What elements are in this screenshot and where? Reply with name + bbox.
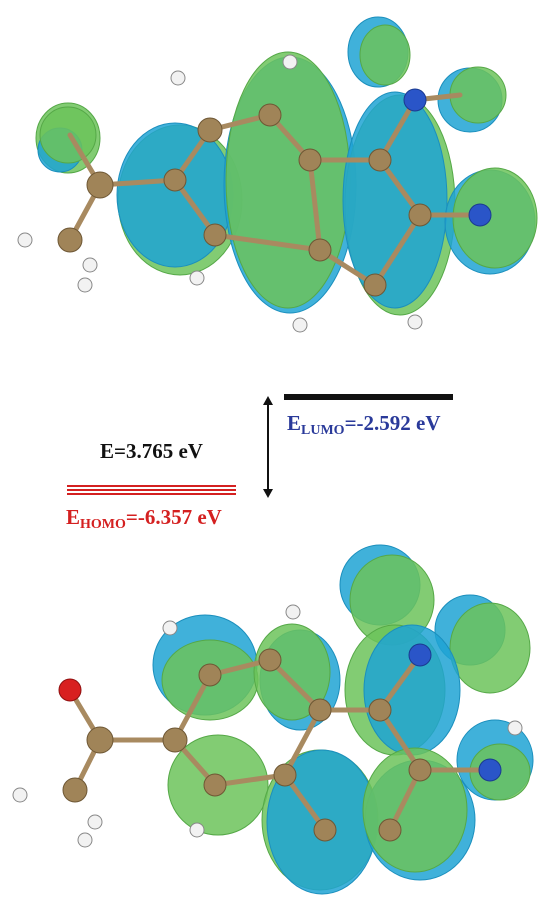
homo-label: EHOMO=-6.357 eV — [66, 505, 222, 532]
value: =-2.592 eV — [345, 411, 441, 435]
lumo-level — [284, 394, 453, 400]
homo-orbital — [13, 545, 533, 894]
gap-label: E=3.765 eV — [100, 439, 203, 463]
lumo-label: ELUMO=-2.592 eV — [287, 411, 441, 438]
symbol: E — [287, 411, 301, 435]
subscript: LUMO — [301, 423, 345, 438]
orbital-diagram: E=3.765 eV ELUMO=-2.592 eV EHOMO=-6.357 … — [0, 0, 539, 905]
subscript: HOMO — [80, 517, 126, 532]
lumo-orbital — [18, 17, 537, 332]
energy-levels: E=3.765 eV ELUMO=-2.592 eV EHOMO=-6.357 … — [66, 394, 453, 532]
value: =-6.357 eV — [126, 505, 222, 529]
symbol: E — [66, 505, 80, 529]
